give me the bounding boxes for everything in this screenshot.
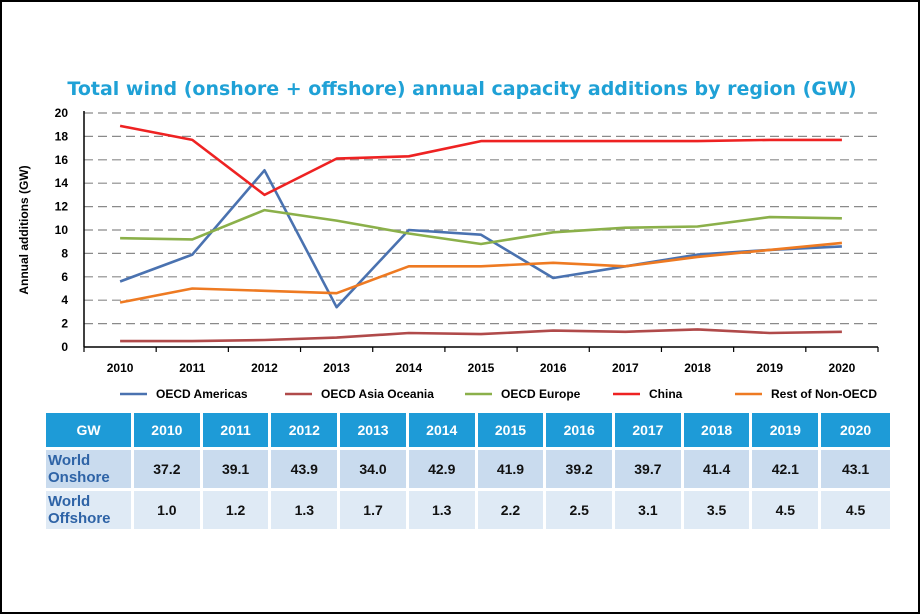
- table-cell: 43.9: [271, 447, 341, 488]
- table-cell: 34.0: [340, 447, 409, 488]
- y-tick-label: 0: [61, 340, 68, 354]
- legend-label: Rest of Non-OECD: [771, 387, 877, 401]
- table-row: World Onshore 37.2 39.1 43.9 34.0 42.9 41.9 39.2…: [46, 447, 890, 488]
- x-tick-label: 2011: [179, 361, 205, 375]
- table-cell: 42.9: [408, 447, 478, 488]
- table-cell: 2.5: [546, 488, 616, 529]
- table-row-header: World Onshore: [46, 447, 134, 488]
- row-header-line2: Onshore: [48, 469, 110, 486]
- y-tick-label: 8: [61, 246, 68, 260]
- y-tick-label: 4: [61, 293, 68, 307]
- row-header-line2: Offshore: [48, 510, 111, 527]
- x-tick-label: 2018: [684, 361, 711, 375]
- x-tick-label: 2014: [395, 361, 422, 375]
- legend-label: China: [649, 387, 683, 401]
- table-cell: 43.1: [821, 447, 890, 488]
- table-cell: 1.2: [202, 488, 272, 529]
- y-tick-label: 18: [55, 129, 69, 143]
- table-body: World Onshore 37.2 39.1 43.9 34.0 42.9 41.9 39.2…: [46, 447, 890, 529]
- table-year-header: 2013: [340, 413, 409, 447]
- x-tick-label: 2013: [323, 361, 350, 375]
- x-tick-label: 2010: [107, 361, 134, 375]
- x-tick-label: 2019: [756, 361, 783, 375]
- table-cell: 39.1: [202, 447, 272, 488]
- table-cell: 39.2: [546, 447, 616, 488]
- series-line-oecd-asia-oceania: [120, 328, 842, 343]
- table-cell: 4.5: [821, 488, 890, 529]
- y-tick-label: 14: [55, 176, 69, 190]
- x-tick-label: 2016: [540, 361, 567, 375]
- table-year-header: 2018: [683, 413, 753, 447]
- x-tick-label: 2012: [251, 361, 278, 375]
- capacity-table: GW 2010 2011 2012 2013 2014 2015 2016 2017 2018 20…: [46, 413, 890, 529]
- y-tick-label: 2: [61, 317, 68, 331]
- y-tick-label: 20: [55, 106, 69, 120]
- table-year-header: 2020: [821, 413, 890, 447]
- table-header-row: GW 2010 2011 2012 2013 2014 2015 2016 2017 2018 20…: [46, 413, 890, 447]
- row-header-line1: World: [48, 452, 91, 469]
- legend-label: OECD Americas: [156, 387, 248, 401]
- y-tick-label: 16: [55, 153, 69, 167]
- table-cell: 42.1: [752, 447, 822, 488]
- series-line-oecd-europe: [120, 208, 842, 246]
- row-header-line1: World: [48, 493, 91, 510]
- table-cell: 39.7: [615, 447, 684, 488]
- table-row-header: World Offshore: [46, 488, 134, 529]
- legend-label: OECD Europe: [501, 387, 581, 401]
- chart-title: Total wind (onshore + offshore) annual c…: [67, 78, 857, 100]
- table-cell: 1.7: [340, 488, 409, 529]
- x-tick-label: 2017: [612, 361, 639, 375]
- table-year-header: 2015: [477, 413, 547, 447]
- y-tick-label: 6: [61, 270, 68, 284]
- table-cell: 3.1: [615, 488, 684, 529]
- y-tick-label: 10: [55, 223, 69, 237]
- table-cell: 3.5: [683, 488, 753, 529]
- table-corner-cell: GW: [46, 413, 134, 447]
- y-tick-label: 12: [55, 200, 69, 214]
- x-tick-label: 2015: [468, 361, 495, 375]
- table-cell: 1.0: [134, 488, 203, 529]
- series-line-china: [119, 124, 842, 197]
- table-year-header: 2016: [546, 413, 616, 447]
- table-year-header: 2011: [202, 413, 272, 447]
- table-year-header: 2019: [752, 413, 822, 447]
- table-year-header: 2014: [408, 413, 478, 447]
- table-cell: 37.2: [134, 447, 203, 488]
- table-cell: 1.3: [408, 488, 478, 529]
- table-cell: 2.2: [477, 488, 547, 529]
- legend-label: OECD Asia Oceania: [321, 387, 434, 401]
- table-cell: 1.3: [271, 488, 341, 529]
- table-cell: 4.5: [752, 488, 822, 529]
- series-line-oecd-americas: [119, 169, 842, 309]
- table-cell: 41.9: [477, 447, 547, 488]
- y-axis-label: Annual additions (GW): [17, 165, 31, 294]
- x-tick-label: 2020: [829, 361, 856, 375]
- table-cell: 41.4: [683, 447, 753, 488]
- series-line-rest-of-non-oecd: [119, 241, 843, 304]
- table-year-header: 2010: [134, 413, 203, 447]
- table-year-header: 2017: [615, 413, 684, 447]
- table-year-header: 2012: [271, 413, 341, 447]
- table-row: World Offshore 1.0 1.2 1.3 1.7 1.3 2.2 2.5 3.1 3.5…: [46, 488, 890, 529]
